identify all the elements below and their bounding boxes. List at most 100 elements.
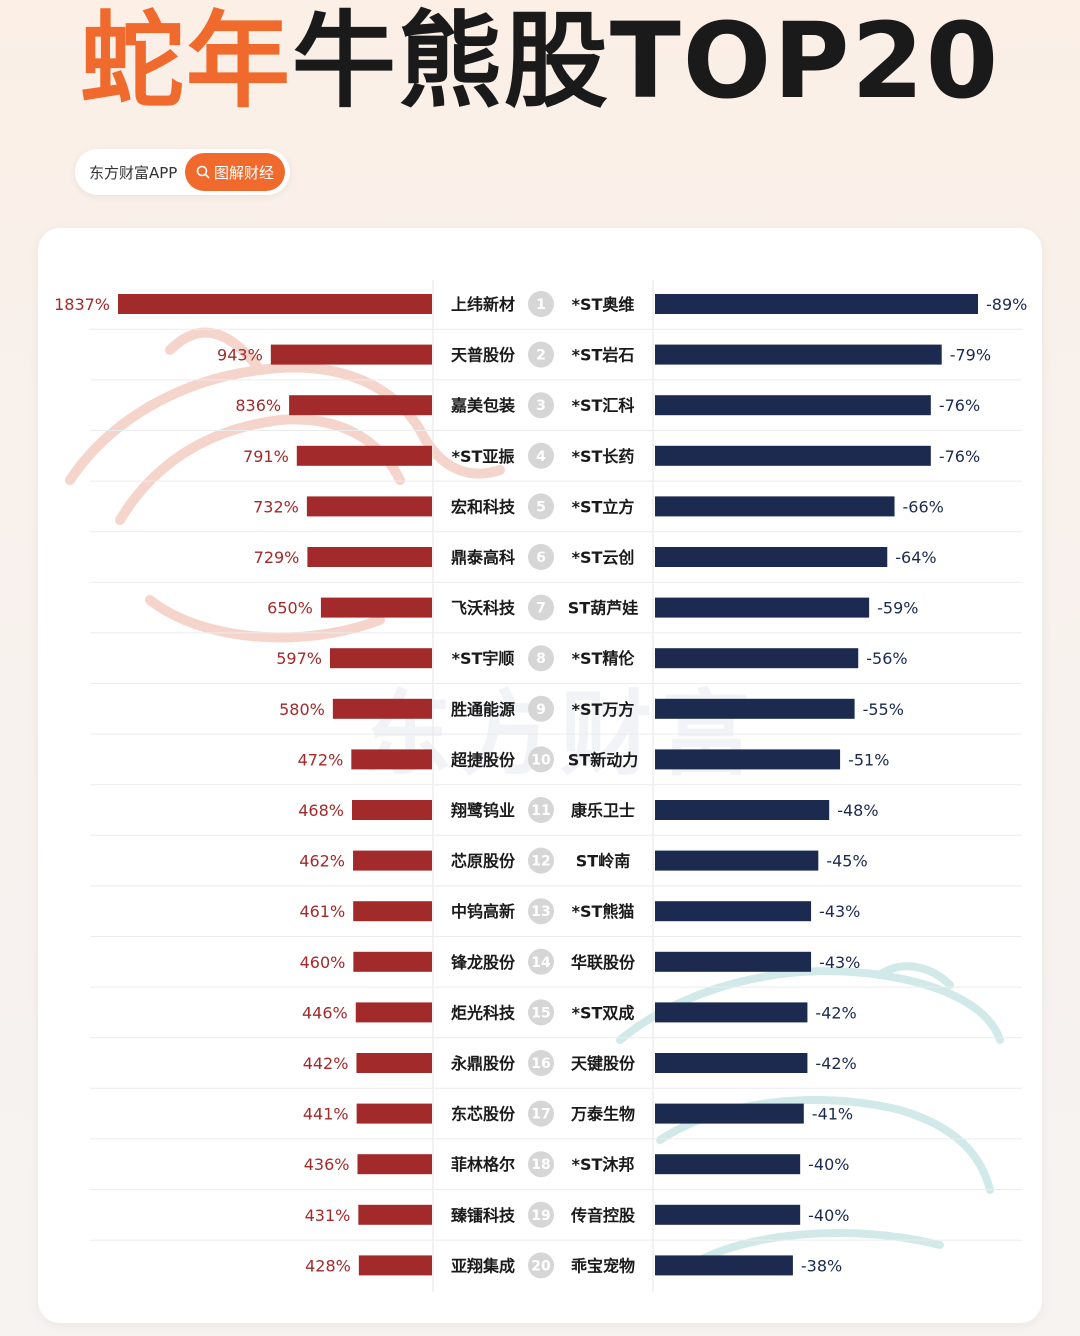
bull-value-label: 1837% — [54, 295, 110, 314]
bear-value-label: -56% — [866, 649, 907, 668]
bull-value-label: 791% — [243, 447, 289, 466]
bull-stock-name: *ST亚振 — [452, 447, 515, 466]
bear-bar — [655, 850, 819, 871]
bull-value-label: 650% — [267, 599, 313, 618]
bear-value-label: -64% — [895, 548, 936, 567]
rank-number: 15 — [531, 1005, 550, 1021]
bear-value-label: -42% — [815, 1003, 856, 1022]
bull-bar — [118, 294, 432, 314]
bear-bar — [655, 395, 931, 416]
bear-bar — [655, 1002, 808, 1023]
bear-stock-name: 乖宝宠物 — [571, 1256, 635, 1275]
bear-stock-name: *ST奥维 — [572, 295, 635, 314]
bear-stock-name: ST岭南 — [576, 852, 630, 871]
bull-bar — [358, 1204, 432, 1225]
bull-bar — [296, 445, 432, 466]
bull-bar — [356, 1103, 432, 1124]
bull-bar — [355, 1002, 432, 1023]
brand-name: 东方财富APP — [89, 164, 178, 182]
bull-value-label: 580% — [279, 700, 325, 719]
bear-stock-name: *ST熊猫 — [572, 902, 635, 921]
title-main: 牛熊股TOP20 — [291, 0, 1001, 122]
bear-bar — [655, 800, 830, 820]
bull-value-label: 943% — [217, 346, 263, 365]
bull-stock-name: 菲林格尔 — [451, 1155, 515, 1174]
bull-bar — [358, 1255, 432, 1276]
bear-bar — [655, 1053, 808, 1073]
bull-stock-name: 超捷股份 — [450, 750, 516, 769]
bull-stock-name: 鼎泰高科 — [451, 548, 515, 567]
brand-tag[interactable]: 图解财经 — [185, 153, 285, 191]
bear-stock-name: 天键股份 — [571, 1054, 636, 1073]
bull-value-label: 428% — [305, 1256, 351, 1275]
rank-badge — [528, 999, 554, 1026]
rank-badge — [528, 797, 554, 823]
bear-value-label: -79% — [950, 346, 991, 365]
rank-badge — [528, 544, 554, 570]
rank-number: 14 — [531, 955, 551, 971]
rank-number: 16 — [531, 1056, 550, 1072]
bull-bar — [353, 951, 432, 972]
bear-bar — [655, 1103, 804, 1124]
bull-bar — [353, 850, 432, 871]
rank-badge — [528, 341, 554, 368]
bear-value-label: -48% — [837, 801, 878, 820]
bull-bar — [307, 547, 432, 567]
search-icon — [196, 165, 210, 179]
bull-stock-name: 炬光科技 — [451, 1003, 516, 1022]
bear-stock-name: *ST汇科 — [572, 396, 635, 415]
bull-bar — [270, 344, 432, 365]
bear-stock-name: *ST岩石 — [572, 346, 635, 365]
rank-badge — [528, 645, 554, 672]
bear-value-label: -43% — [819, 953, 860, 972]
rank-number: 3 — [536, 398, 546, 414]
bull-value-label: 436% — [304, 1155, 350, 1174]
bear-stock-name: *ST云创 — [572, 548, 635, 567]
bull-bar — [352, 800, 432, 820]
bear-value-label: -89% — [986, 295, 1027, 314]
bear-value-label: -43% — [819, 902, 860, 921]
rank-badge — [528, 594, 554, 621]
bull-bar — [320, 597, 432, 618]
rank-badge — [528, 291, 554, 317]
bear-stock-name: ST新动力 — [568, 750, 638, 769]
rank-badge — [528, 695, 554, 722]
rank-badge — [528, 442, 554, 469]
bull-value-label: 442% — [303, 1054, 349, 1073]
bull-value-label: 836% — [235, 396, 281, 415]
title-accent: 蛇年 — [79, 0, 292, 122]
bear-bar — [655, 547, 888, 567]
bear-value-label: -51% — [848, 750, 889, 769]
bull-bar — [357, 1154, 432, 1175]
rank-number: 18 — [531, 1157, 550, 1173]
rank-badge — [528, 948, 554, 975]
bull-bar — [353, 901, 432, 922]
bear-bar — [655, 1255, 793, 1276]
bear-value-label: -66% — [903, 497, 944, 516]
rank-number: 13 — [531, 904, 550, 920]
bull-bar — [356, 1053, 432, 1073]
rank-badge — [528, 1151, 554, 1178]
rank-number: 19 — [531, 1208, 550, 1224]
bear-stock-name: *ST立方 — [572, 497, 635, 516]
bull-stock-name: 亚翔集成 — [451, 1256, 515, 1275]
bull-stock-name: 锋龙股份 — [451, 953, 516, 972]
bear-bar — [655, 951, 812, 972]
bear-bar — [655, 344, 942, 365]
rank-number: 17 — [531, 1107, 550, 1123]
bear-stock-name: 康乐卫士 — [571, 801, 635, 820]
bull-value-label: 732% — [253, 497, 299, 516]
bear-value-label: -40% — [808, 1155, 849, 1174]
rank-number: 4 — [536, 449, 546, 465]
bull-value-label: 460% — [300, 953, 346, 972]
rank-badge — [528, 898, 554, 925]
bear-bar — [655, 901, 812, 922]
rank-number: 12 — [531, 854, 550, 870]
bull-value-label: 431% — [305, 1206, 351, 1225]
rank-number: 7 — [536, 601, 546, 617]
bull-illustration — [65, 327, 505, 643]
bear-value-label: -38% — [801, 1256, 842, 1275]
rank-number: 6 — [536, 550, 546, 566]
bull-value-label: 462% — [299, 852, 345, 871]
bear-stock-name: 华联股份 — [571, 953, 636, 972]
